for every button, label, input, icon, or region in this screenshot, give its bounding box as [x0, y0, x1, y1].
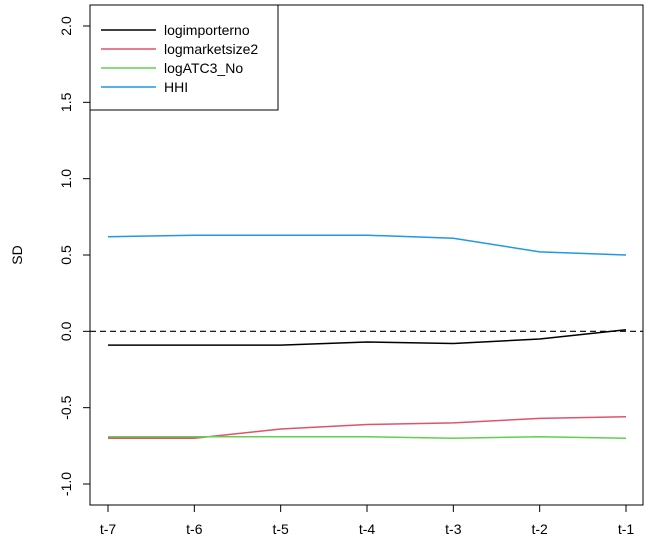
legend-label: logmarketsize2	[164, 41, 258, 57]
y-tick-label: 1.5	[58, 92, 74, 112]
x-tick-label: t-6	[186, 521, 203, 537]
series-layer	[107, 234, 627, 439]
x-tick-label: t-2	[531, 521, 548, 537]
x-tick-label: t-5	[272, 521, 289, 537]
legend-box	[89, 4, 279, 111]
y-axis: -1.0 -0.5 0.0 0.5 1.0 1.5 2.0	[58, 16, 91, 496]
y-tick-label: 0.0	[58, 321, 74, 341]
x-axis: t-7 t-6 t-5 t-4 t-3 t-2 t-1	[100, 504, 635, 537]
x-tick-label: t-7	[100, 521, 117, 537]
series-line-logATC3_No	[108, 435, 627, 439]
y-tick-label: 2.0	[58, 16, 74, 36]
y-axis-label: SD	[9, 245, 25, 264]
legend-label: logATC3_No	[164, 60, 243, 76]
series-line-logmarketsize2	[108, 416, 627, 439]
y-tick-label: -0.5	[58, 395, 74, 419]
legend-label: HHI	[164, 79, 188, 95]
legend: logimporterno logmarketsize2 logATC3_No HHI	[89, 4, 279, 111]
series-line-logimporterno	[108, 329, 627, 346]
y-tick-label: -1.0	[58, 472, 74, 496]
series-line-HHI	[107, 234, 627, 256]
y-tick-label: 1.0	[58, 169, 74, 189]
x-tick-label: t-3	[445, 521, 462, 537]
x-tick-label: t-1	[618, 521, 635, 537]
legend-label: logimporterno	[164, 22, 250, 38]
x-tick-label: t-4	[359, 521, 376, 537]
y-tick-label: 0.5	[58, 245, 74, 265]
